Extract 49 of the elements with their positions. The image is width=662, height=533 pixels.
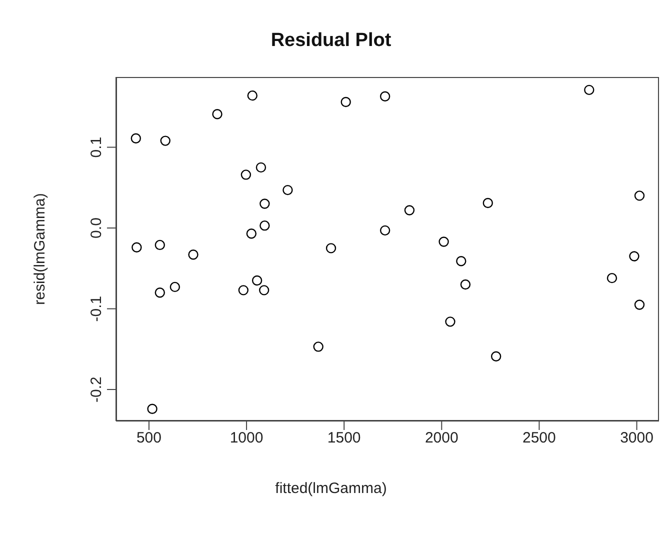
point xyxy=(380,91,390,102)
point xyxy=(247,90,258,101)
point xyxy=(460,279,471,290)
y-tick-label: 0.0 xyxy=(88,218,105,238)
point xyxy=(212,109,222,120)
point xyxy=(438,236,449,247)
point xyxy=(147,404,158,414)
point xyxy=(584,84,594,96)
point xyxy=(260,198,270,209)
point xyxy=(326,243,336,254)
y-tick-label: -0.1 xyxy=(88,296,105,322)
point xyxy=(154,288,165,298)
point xyxy=(282,184,293,196)
x-axis-title: fitted(lmGamma) xyxy=(274,480,388,497)
y-tick-label: 0.1 xyxy=(88,136,105,158)
x-tick-label: 1500 xyxy=(327,430,361,447)
point xyxy=(380,225,390,236)
x-tick-label: 2000 xyxy=(424,430,458,447)
x-tick-label: 2500 xyxy=(522,430,556,447)
point xyxy=(490,351,502,362)
x-tick-label: 1000 xyxy=(230,430,264,447)
y-tick-label: -0.2 xyxy=(88,376,105,402)
point xyxy=(404,205,415,216)
point xyxy=(634,190,645,201)
point xyxy=(256,162,266,173)
point xyxy=(634,300,645,310)
point xyxy=(170,282,180,292)
point xyxy=(482,198,493,208)
point xyxy=(240,170,252,180)
chart-title: Residual Plot xyxy=(270,30,392,52)
point xyxy=(160,136,170,146)
point xyxy=(154,240,165,250)
point xyxy=(258,285,270,296)
point xyxy=(456,256,466,266)
point xyxy=(340,96,351,108)
point xyxy=(252,275,262,286)
x-tick-label: 500 xyxy=(136,430,162,447)
point xyxy=(130,133,141,144)
point xyxy=(629,251,640,262)
point xyxy=(445,316,456,327)
point xyxy=(238,285,249,296)
y-axis-title: resid(lmGamma) xyxy=(32,193,48,305)
x-tick-label: 3000 xyxy=(620,430,654,447)
point xyxy=(132,242,142,252)
point xyxy=(606,272,618,284)
point xyxy=(313,342,324,352)
point xyxy=(246,228,257,239)
point xyxy=(260,220,270,231)
point xyxy=(188,250,198,260)
